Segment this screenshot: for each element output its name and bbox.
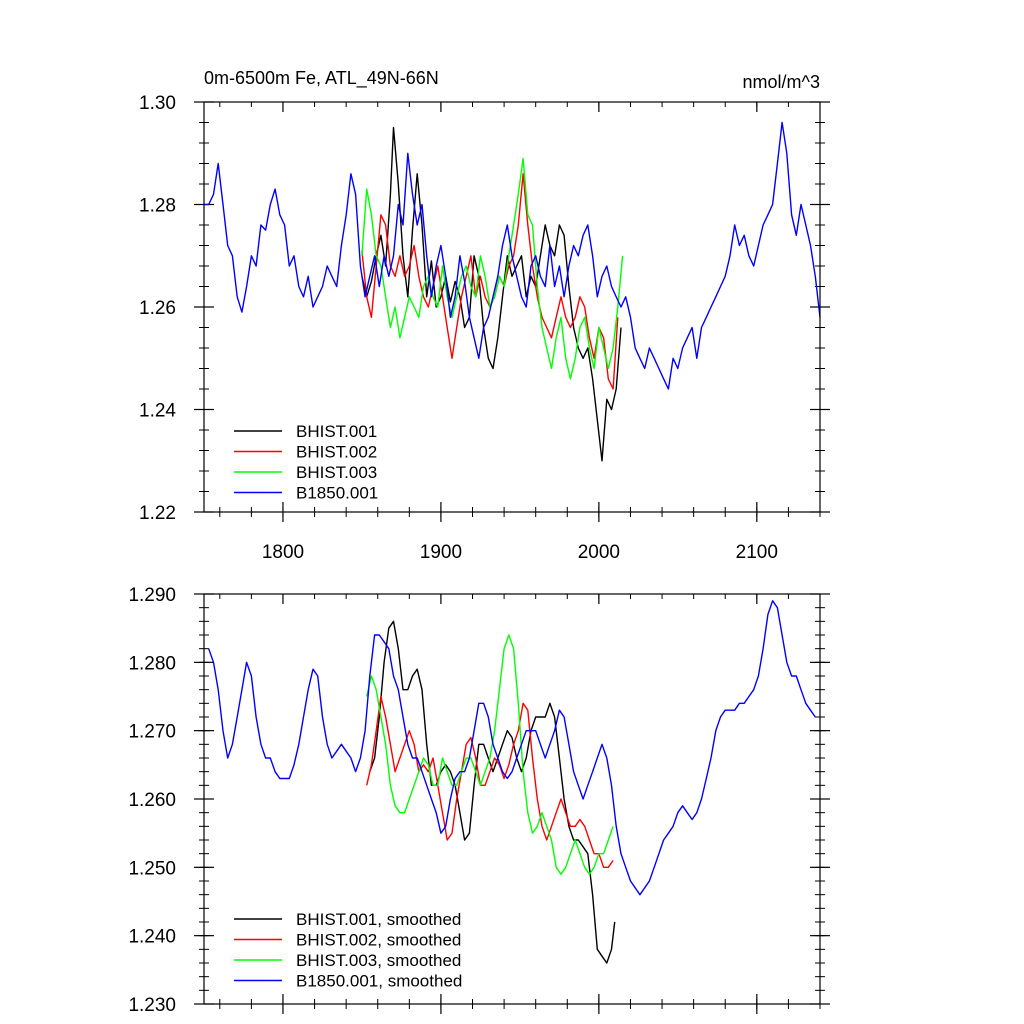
bottom-y-tick-label: 1.280 [128,653,176,674]
top-series-line-3 [361,157,624,380]
top-series-lines [204,121,821,462]
top-y-tick-label: 1.28 [139,196,176,217]
bottom-series-line-3 [366,634,614,875]
bottom-y-tick-label: 1.270 [128,722,176,743]
top-legend-label-2: BHIST.002 [296,443,377,462]
top-y-tick-label: 1.26 [139,298,176,319]
bottom-panel: 1.230 1.240 1.250 1.260 1.270 1.280 1.290 BHIS… [128,585,830,1016]
top-legend-label-4: B1850.001 [296,484,378,503]
bottom-plot-frame [203,593,821,1005]
top-y-tick-label: 1.22 [139,503,176,524]
bottom-y-tick-label: 1.250 [128,858,176,879]
bottom-axis-ticks: 1.230 1.240 1.250 1.260 1.270 1.280 1.290 [128,585,830,1016]
bottom-legend-label-4: B1850.001, smoothed [296,972,462,991]
top-x-tick-label: 1800 [262,542,304,563]
top-series-line-4 [204,121,821,390]
bottom-series-lines [208,600,816,964]
top-y-tick-label: 1.24 [139,401,176,422]
bottom-y-tick-label: 1.260 [128,790,176,811]
top-axis-ticks: 1800 1900 2000 2100 1.22 1.24 1.26 1.28 1.30 [139,93,830,563]
bottom-series-line-2 [366,695,614,868]
top-x-tick-label: 1900 [420,542,462,563]
bottom-legend-label-3: BHIST.003, smoothed [296,951,461,970]
bottom-legend-label-2: BHIST.002, smoothed [296,931,461,950]
top-plot-frame [203,101,821,513]
top-y-tick-label: 1.30 [139,93,176,114]
bottom-y-tick-label: 1.230 [128,995,176,1016]
top-title: 0m-6500m Fe, ATL_49N-66N [204,68,439,89]
top-series-line-1 [361,126,622,462]
bottom-series-line-4 [208,600,816,896]
top-units-label: nmol/m^3 [743,72,820,92]
bottom-legend: BHIST.001, smoothed BHIST.002, smoothedBH… [234,910,462,991]
top-legend-label-1: BHIST.001 [296,422,377,441]
top-panel: 0m-6500m Fe, ATL_49N-66N nmol/m^3 1800 19… [139,68,830,563]
bottom-legend-label-1: BHIST.001, smoothed [296,910,461,929]
top-legend-label-3: BHIST.003 [296,463,377,482]
bottom-y-tick-label: 1.290 [128,585,176,606]
bottom-y-tick-label: 1.240 [128,927,176,948]
top-x-tick-label: 2100 [736,542,778,563]
top-x-tick-label: 2000 [578,542,620,563]
